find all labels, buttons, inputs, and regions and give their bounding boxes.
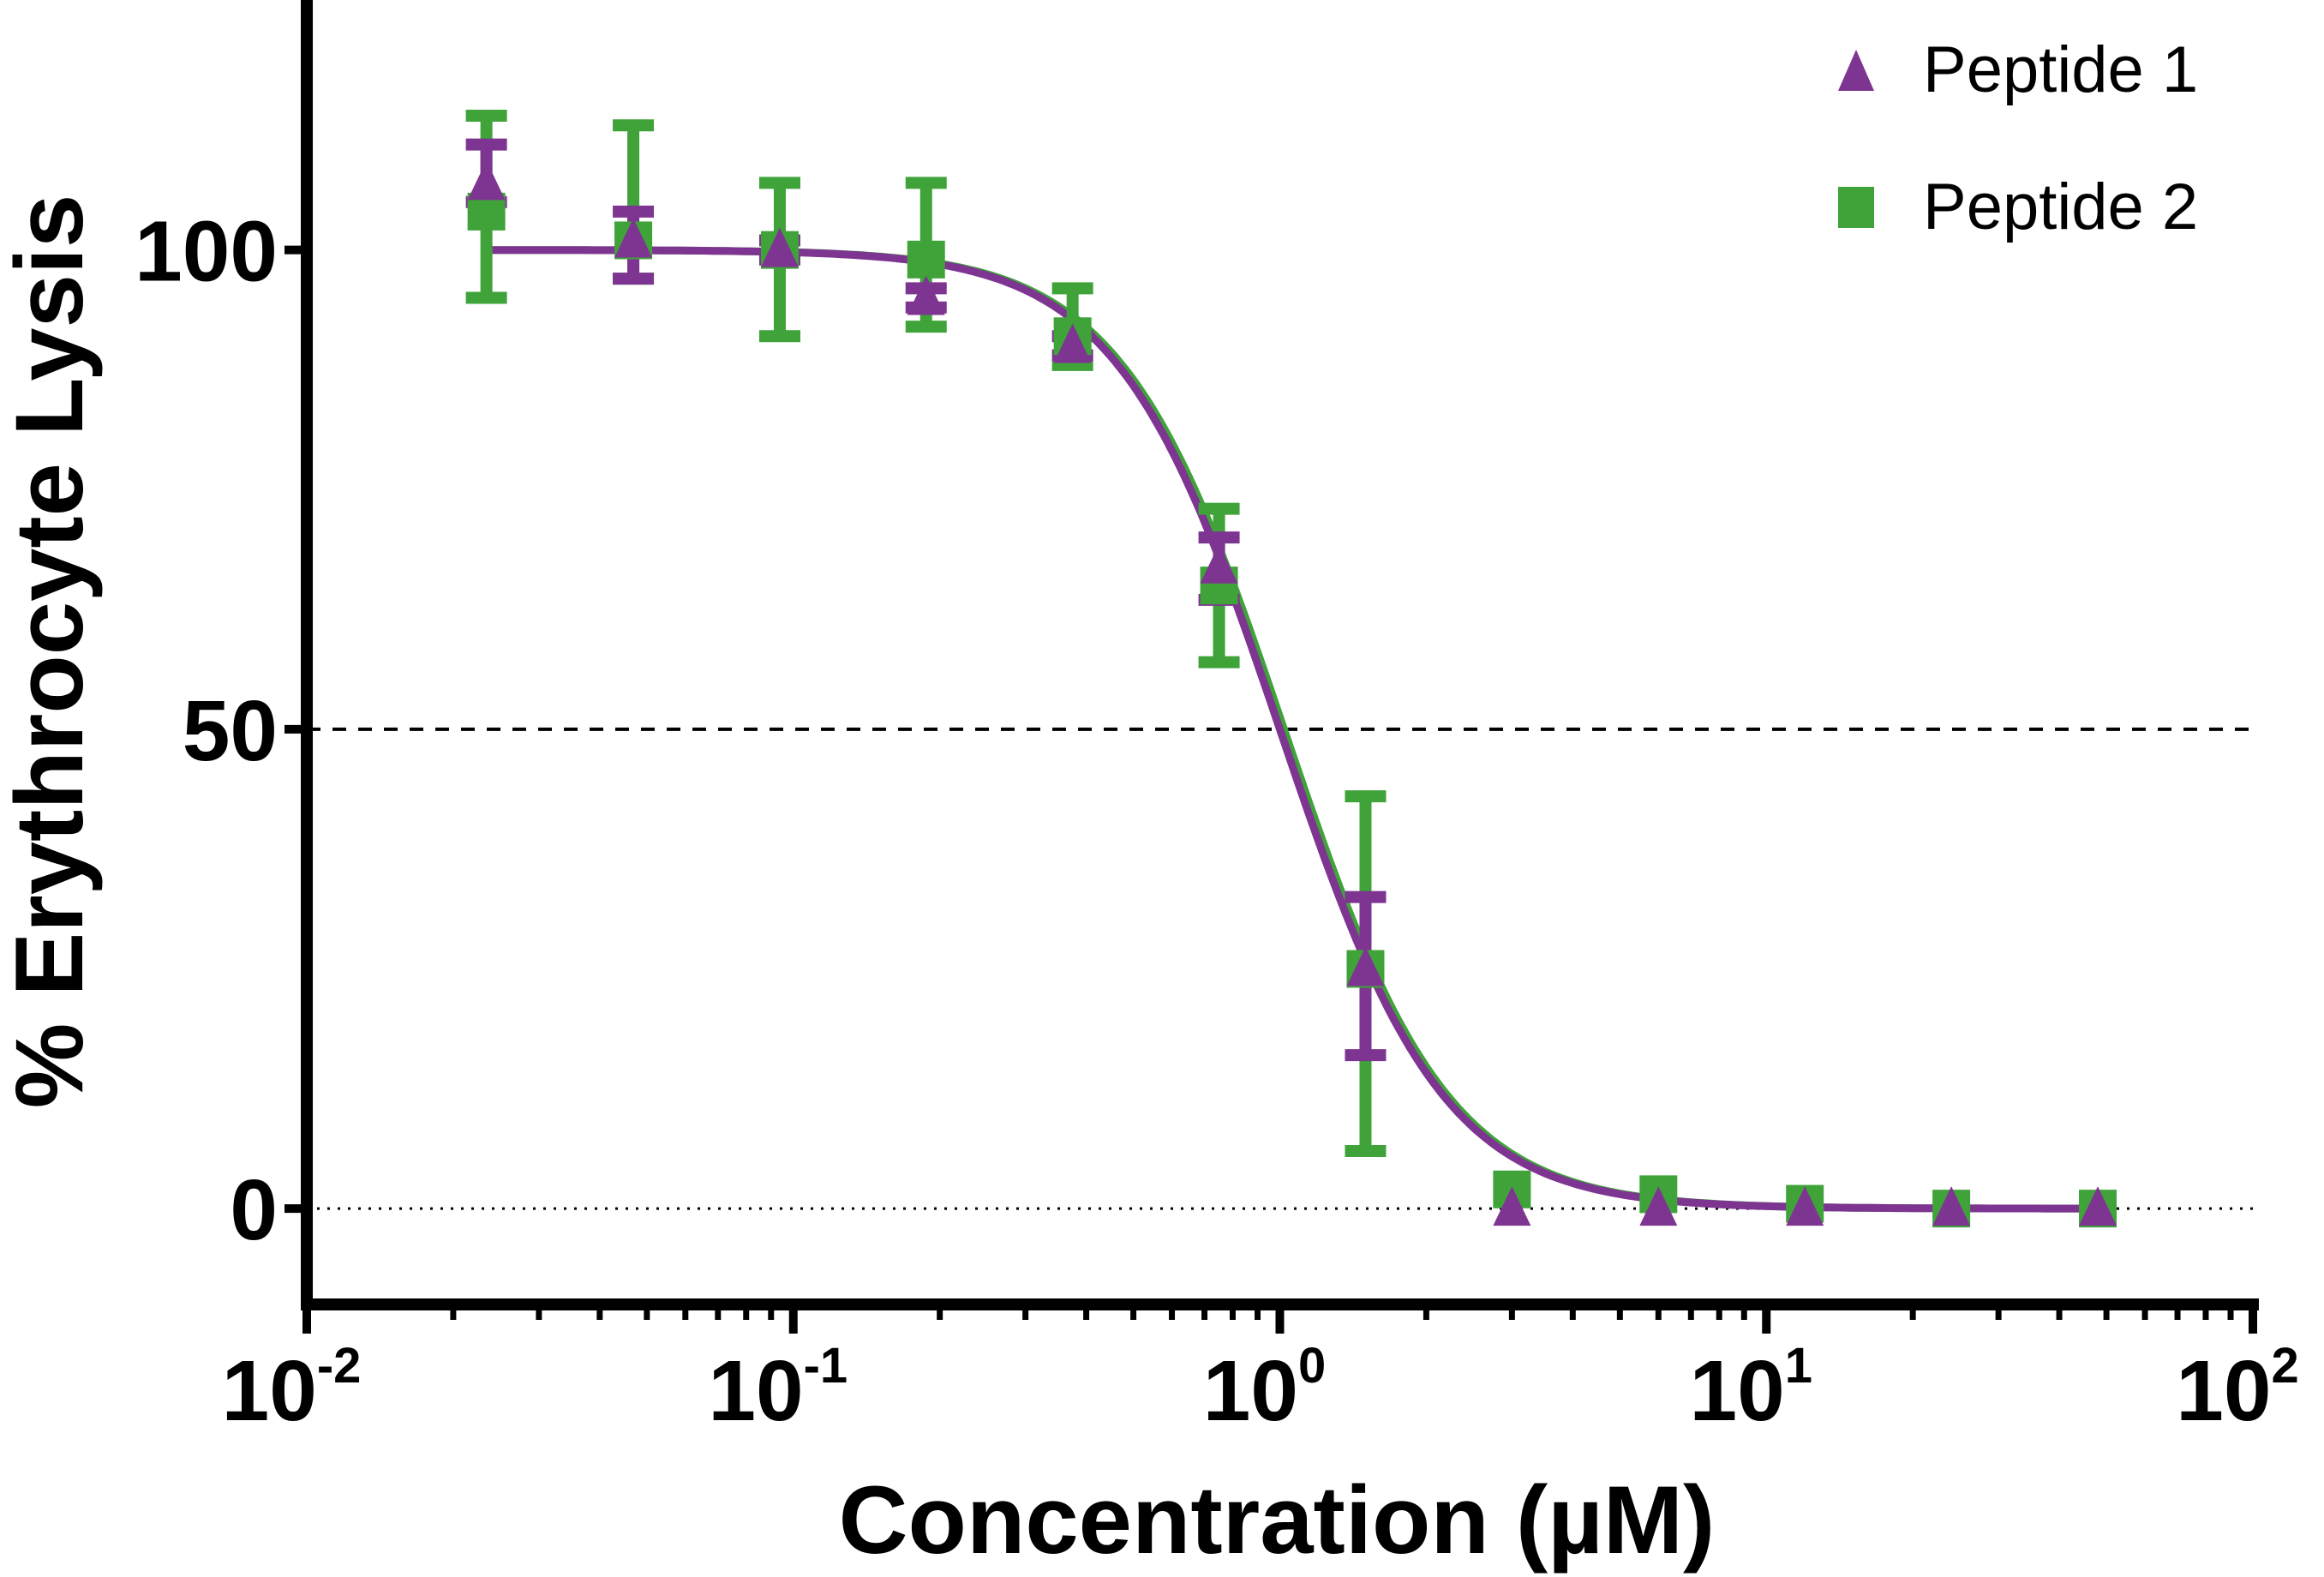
reference-lines (307, 727, 2253, 1210)
fit-curves (486, 246, 2098, 1213)
legend-item-peptide-2: Peptide 2 (1838, 171, 2198, 243)
data-point-triangle (1786, 1186, 1824, 1226)
data-point-triangle (1346, 946, 1385, 986)
y-tick-label: 50 (183, 683, 278, 779)
legend-square-icon (1838, 187, 1874, 228)
x-axis-title: Concentration (µM) (839, 1466, 1716, 1574)
data-point-triangle (467, 160, 506, 201)
legend-triangle-icon (1838, 50, 1874, 91)
data-point-triangle (1932, 1186, 1971, 1226)
legend-item-peptide-1: Peptide 1 (1838, 33, 2198, 106)
legend-label-peptide-1: Peptide 1 (1923, 33, 2198, 106)
y-tick-label: 0 (230, 1162, 278, 1258)
x-tick-label: 10-2 (222, 1338, 362, 1439)
y-tick-label: 100 (135, 204, 278, 300)
data-point-triangle (907, 275, 945, 315)
legend: Peptide 1 Peptide 2 (1838, 33, 2198, 243)
x-tick-label: 102 (2176, 1338, 2299, 1439)
fit-curve-1 (486, 246, 2098, 1213)
x-tick-label: 100 (1203, 1338, 1327, 1439)
legend-label-peptide-2: Peptide 2 (1923, 171, 2198, 243)
data-point-triangle (2079, 1186, 2117, 1226)
y-axis-title: % Erythrocyte Lysis (0, 195, 103, 1109)
x-tick-label: 10-1 (708, 1338, 848, 1439)
data-point-triangle (1053, 323, 1092, 363)
data-point-triangle (614, 218, 653, 258)
data-point-square (907, 240, 945, 279)
x-tick-label: 101 (1690, 1338, 1813, 1439)
data-point-triangle (1493, 1186, 1531, 1226)
data-points (467, 160, 2117, 1228)
tick-labels: 0 50 100 10-2 10-1 100 101 102 (135, 204, 2299, 1439)
data-point-triangle (1639, 1186, 1678, 1226)
data-point-triangle (1200, 543, 1238, 584)
data-point-triangle (760, 227, 799, 267)
axes (285, 0, 2259, 1334)
